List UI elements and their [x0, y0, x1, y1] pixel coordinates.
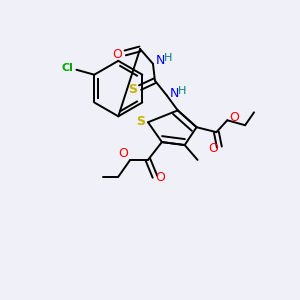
Text: O: O: [229, 111, 239, 124]
Text: N: N: [156, 54, 166, 67]
Text: O: O: [155, 171, 165, 184]
Text: S: S: [136, 115, 146, 128]
Text: N: N: [170, 87, 179, 100]
Text: O: O: [208, 142, 218, 154]
Text: S: S: [128, 83, 137, 96]
Text: H: H: [178, 85, 186, 96]
Text: O: O: [118, 148, 128, 160]
Text: Cl: Cl: [61, 63, 74, 73]
Text: H: H: [164, 53, 172, 63]
Text: O: O: [112, 48, 122, 62]
